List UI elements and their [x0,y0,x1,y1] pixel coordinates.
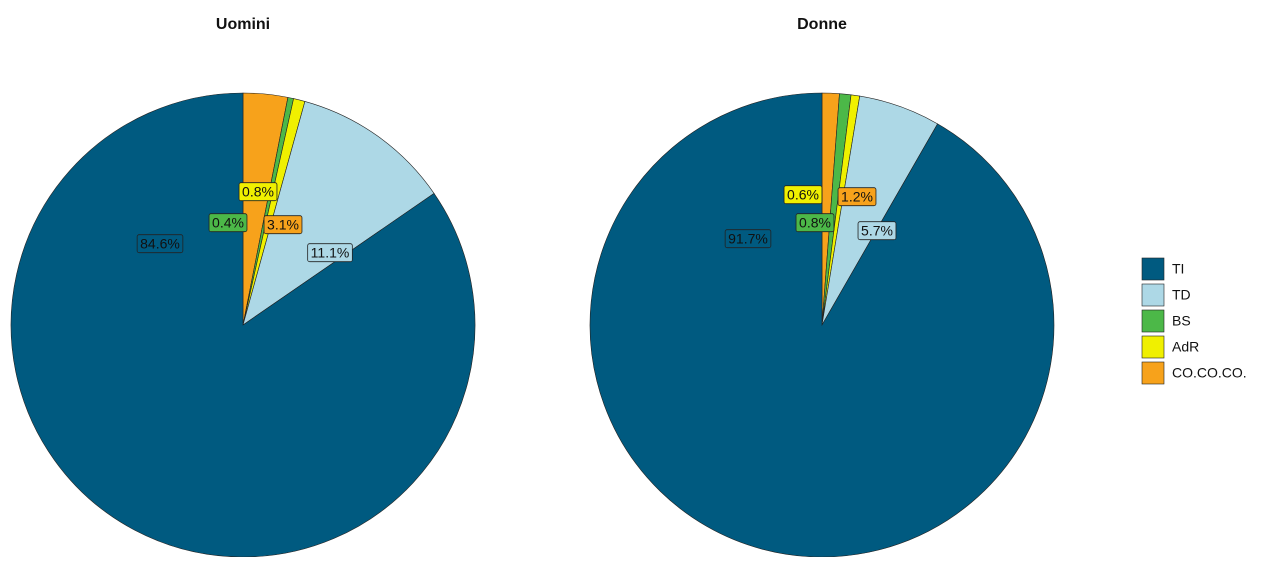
label-box [724,229,772,249]
legend-swatch [1141,257,1165,281]
legend-swatch [1141,309,1165,333]
pie-slice [242,101,435,326]
pie-slice [10,92,476,558]
label-box [857,221,897,241]
chart-title: Uomini [216,16,270,33]
data-label: 91.7% [728,231,768,247]
data-label: 84.6% [140,236,180,252]
data-label: 0.8% [242,184,274,200]
legend-label: BS [1172,313,1191,329]
chart-title: Donne [797,16,847,33]
legend-label: TD [1172,287,1191,303]
data-label: 1.2% [841,189,873,205]
legend-swatch [1141,335,1165,359]
pie-slice [589,92,1055,558]
data-label: 0.8% [799,215,831,231]
label-box [238,182,278,202]
data-label: 3.1% [267,217,299,233]
label-box [263,215,303,235]
label-box [307,243,353,263]
legend-swatch [1141,361,1165,385]
legend-swatch [1141,283,1165,307]
legend-label: TI [1172,261,1184,277]
data-label: 5.7% [861,223,893,239]
data-label: 0.6% [787,187,819,203]
legend-label: AdR [1172,339,1199,355]
data-label: 11.1% [311,245,350,261]
data-label: 0.4% [212,215,244,231]
label-box [783,185,823,205]
legend-label: CO.CO.CO. [1172,365,1247,381]
label-box [795,213,835,233]
label-box [136,234,184,254]
label-box [837,187,877,207]
label-box [208,213,248,233]
